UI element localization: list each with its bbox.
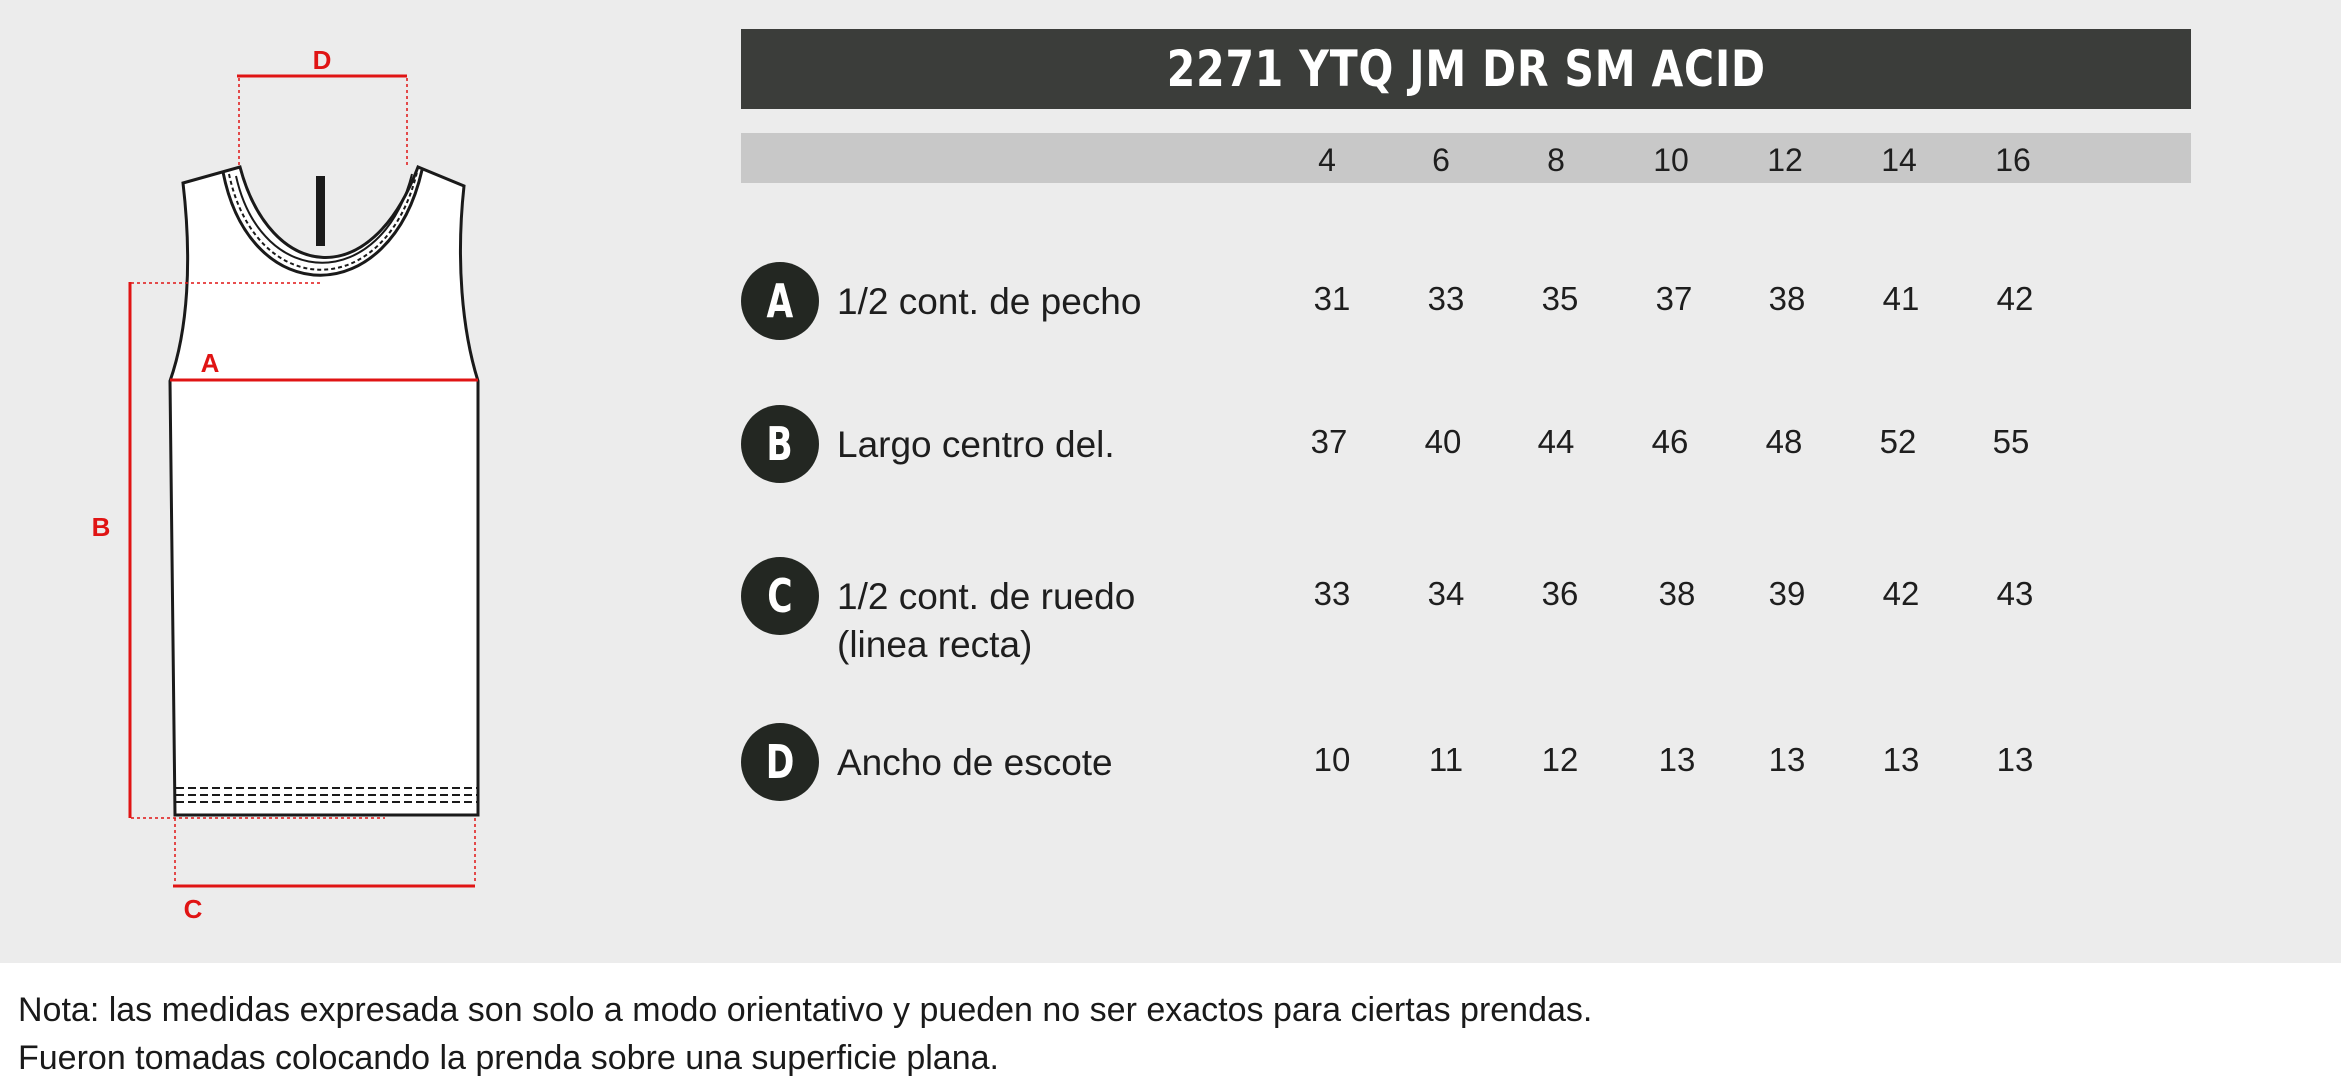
measure-label-d: D (313, 45, 332, 75)
measurement-value: 34 (1427, 575, 1465, 612)
neckline-inner (235, 173, 413, 264)
size-header: 6 (1432, 142, 1450, 178)
row-badge-c: C (741, 557, 819, 635)
measurement-value: 48 (1765, 423, 1803, 460)
measurement-value: 39 (1768, 575, 1806, 612)
measurement-value: 36 (1541, 575, 1579, 612)
measurement-value: 37 (1310, 423, 1348, 460)
measurement-value: 11 (1428, 741, 1464, 778)
measurement-value: 33 (1313, 575, 1351, 612)
size-header: 8 (1547, 142, 1565, 178)
tank-top-diagram: D A B C (92, 45, 480, 924)
row-label: 1/2 cont. de ruedo (linea recta) (837, 573, 1135, 669)
disclaimer-note: Nota: las medidas expresada son solo a m… (18, 986, 1592, 1082)
measurement-value: 43 (1996, 575, 2034, 612)
measurement-value: 44 (1537, 423, 1575, 460)
measurement-value: 37 (1655, 280, 1693, 317)
measure-label-a: A (201, 348, 220, 378)
size-header: 10 (1653, 142, 1689, 178)
measurement-value: 40 (1424, 423, 1462, 460)
measurement-value: 55 (1992, 423, 2030, 460)
measurement-value: 13 (1882, 741, 1920, 778)
measure-label-c: C (184, 894, 203, 924)
measurement-value: 13 (1658, 741, 1696, 778)
measurement-value: 42 (1882, 575, 1920, 612)
measurement-value: 41 (1882, 280, 1920, 317)
size-header: 16 (1995, 142, 2031, 178)
size-header: 4 (1318, 142, 1336, 178)
row-badge-b: B (741, 405, 819, 483)
product-title: 2271 YTQ JM DR SM ACID (1166, 40, 1766, 98)
size-chart-panel: D A B C 2271 YTQ JM DR SM ACID 4 6 8 10 … (0, 0, 2341, 963)
row-label: Largo centro del. (837, 424, 1115, 465)
measurement-value: 10 (1313, 741, 1351, 778)
measurement-value: 13 (1996, 741, 2034, 778)
size-header: 12 (1767, 142, 1803, 178)
measurement-value: 52 (1879, 423, 1917, 460)
measurement-value: 13 (1768, 741, 1806, 778)
row-label: 1/2 cont. de pecho (837, 281, 1142, 322)
measurement-row-a: A 1/2 cont. de pecho 31 33 35 37 38 41 4… (741, 262, 2191, 342)
row-label: Ancho de escote (837, 742, 1113, 783)
row-badge-a: A (741, 262, 819, 340)
neck-tag (316, 176, 325, 246)
garment-outline (168, 165, 480, 817)
neckline-outer (221, 169, 424, 277)
measurement-row-d: D Ancho de escote 10 11 12 13 13 13 13 (741, 723, 2191, 803)
measurement-value: 35 (1541, 280, 1579, 317)
measurement-value: 38 (1658, 575, 1696, 612)
measurement-row-c: C 1/2 cont. de ruedo (linea recta) 33 34… (741, 557, 2191, 677)
row-label-line2: (linea recta) (837, 624, 1033, 665)
measurement-value: 31 (1313, 280, 1351, 317)
row-badge-d: D (741, 723, 819, 801)
note-line-2: Fueron tomadas colocando la prenda sobre… (18, 1039, 999, 1077)
measurement-value: 12 (1541, 741, 1579, 778)
size-header-bar: 4 6 8 10 12 14 16 (741, 133, 2191, 183)
measure-label-b: B (92, 512, 111, 542)
size-header: 14 (1881, 142, 1917, 178)
title-bar: 2271 YTQ JM DR SM ACID (741, 29, 2191, 109)
note-line-1: Nota: las medidas expresada son solo a m… (18, 991, 1593, 1029)
measurement-value: 38 (1768, 280, 1806, 317)
measurement-value: 42 (1996, 280, 2034, 317)
measurement-row-b: B Largo centro del. 37 40 44 46 48 52 55 (741, 405, 2191, 485)
measurement-value: 33 (1427, 280, 1465, 317)
measurement-value: 46 (1651, 423, 1689, 460)
